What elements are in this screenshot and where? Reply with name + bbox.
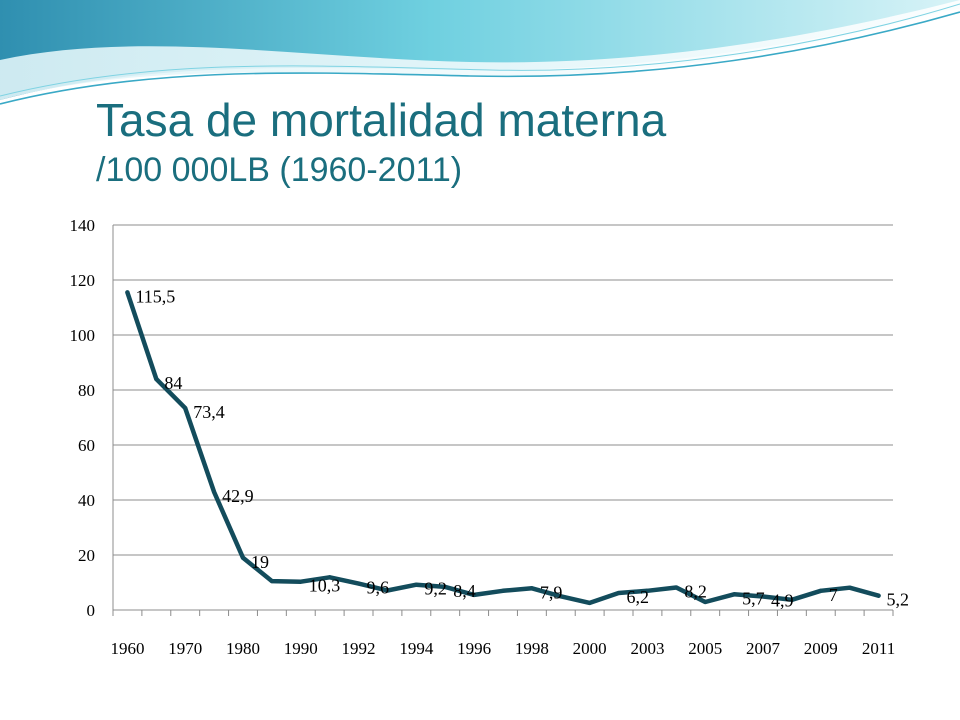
data-point: [529, 586, 534, 591]
data-point: [212, 490, 217, 495]
x-tick-label: 1970: [168, 639, 202, 658]
data-point: [876, 593, 881, 598]
data-point: [587, 600, 592, 605]
y-tick-label: 0: [87, 601, 96, 620]
data-point: [414, 582, 419, 587]
x-tick-label: 1994: [399, 639, 434, 658]
data-labels: 115,5 84 73,4 42,9 19 10,3 9,6 9,2 8,4 7,9 6,2 8,2 5…: [135, 286, 909, 610]
data-label: 9,6: [367, 578, 390, 598]
header-swoosh-decoration: [0, 0, 960, 105]
axes: [112, 225, 894, 616]
data-label: 8,2: [684, 581, 707, 601]
data-label: 5,2: [887, 590, 910, 610]
series-line-group: [125, 290, 881, 606]
x-tick-label: 1960: [110, 639, 144, 658]
data-label: 5,7: [742, 588, 765, 608]
x-tick-label: 1992: [342, 639, 376, 658]
title-line-1: Tasa de mortalidad materna: [96, 94, 667, 146]
data-label: 7: [829, 585, 838, 605]
data-label: 10,3: [309, 576, 341, 596]
data-point: [125, 290, 130, 295]
data-label: 42,9: [222, 486, 254, 506]
y-tick-label: 120: [70, 271, 96, 290]
data-point: [501, 588, 505, 593]
data-point: [645, 588, 650, 593]
data-label: 9,2: [424, 579, 447, 599]
x-tick-label: 2000: [573, 639, 607, 658]
data-label: 115,5: [135, 286, 175, 306]
y-tick-label: 140: [70, 216, 96, 235]
y-tick-labels: 0 20 40 60 80 100 120 140: [70, 216, 96, 620]
title-line-2: /100 000LB (1960-2011): [96, 150, 463, 189]
y-tick-label: 20: [78, 546, 95, 565]
data-point: [356, 581, 361, 586]
x-tick-label: 2007: [746, 639, 781, 658]
data-point: [789, 597, 794, 602]
data-point: [385, 588, 390, 593]
x-tick-label: 2003: [630, 639, 664, 658]
y-tick-label: 100: [70, 326, 96, 345]
data-point: [443, 584, 448, 589]
data-point: [241, 555, 245, 560]
data-point: [327, 575, 332, 580]
x-tick-labels: 1960 1970 1980 1990 1992 1994 1996 1998 2000 2003…: [110, 639, 895, 658]
data-point: [847, 585, 852, 590]
data-point: [298, 579, 303, 584]
data-point: [761, 594, 765, 599]
y-tick-label: 80: [78, 381, 95, 400]
data-label: 73,4: [193, 402, 225, 422]
x-tick-label: 1996: [457, 639, 491, 658]
data-point: [818, 588, 823, 593]
y-tick-label: 60: [78, 436, 95, 455]
data-point: [616, 590, 621, 595]
x-tick-label: 2009: [804, 639, 838, 658]
data-point: [558, 594, 563, 599]
series-line: [125, 290, 881, 606]
x-tick-label: 2011: [862, 639, 895, 658]
data-point: [269, 579, 274, 584]
x-tick-label: 2005: [688, 639, 722, 658]
data-point: [703, 600, 708, 605]
data-point: [674, 585, 679, 590]
data-label: 84: [164, 373, 182, 393]
data-label: 8,4: [453, 581, 476, 601]
slide-title: Tasa de mortalidad materna /100 000LB (1…: [96, 94, 666, 190]
data-label: 4,9: [771, 591, 794, 611]
data-point: [183, 406, 188, 411]
data-point: [472, 592, 477, 597]
data-label: 19: [251, 552, 269, 572]
data-point: [154, 377, 159, 381]
data-point: [732, 592, 737, 597]
y-tick-label: 40: [78, 491, 95, 510]
data-label: 6,2: [627, 587, 650, 607]
x-tick-label: 1980: [226, 639, 260, 658]
x-tick-label: 1990: [284, 639, 318, 658]
data-label: 7,9: [540, 582, 563, 602]
x-tick-label: 1998: [515, 639, 549, 658]
